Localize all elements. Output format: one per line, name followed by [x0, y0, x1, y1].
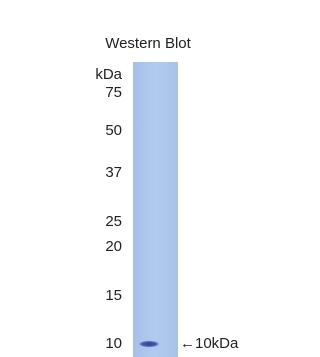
marker-label: 25 — [105, 213, 122, 230]
blot-title: Western Blot — [105, 35, 191, 52]
marker-label: 37 — [105, 164, 122, 181]
marker-label: 50 — [105, 122, 122, 139]
protein-band — [138, 341, 160, 348]
band-label: ←10kDa — [180, 335, 239, 352]
marker-labels: 75 50 37 25 20 15 10 — [105, 84, 122, 352]
marker-label: 15 — [105, 287, 122, 304]
gel-lane — [133, 62, 178, 357]
marker-label: 75 — [105, 84, 122, 101]
marker-label: 20 — [105, 238, 122, 255]
marker-label: 10 — [105, 335, 122, 352]
unit-label: kDa — [95, 66, 122, 83]
blot-figure: Western Blot kDa 75 50 37 25 20 15 10 ←10kDa — [0, 0, 286, 357]
